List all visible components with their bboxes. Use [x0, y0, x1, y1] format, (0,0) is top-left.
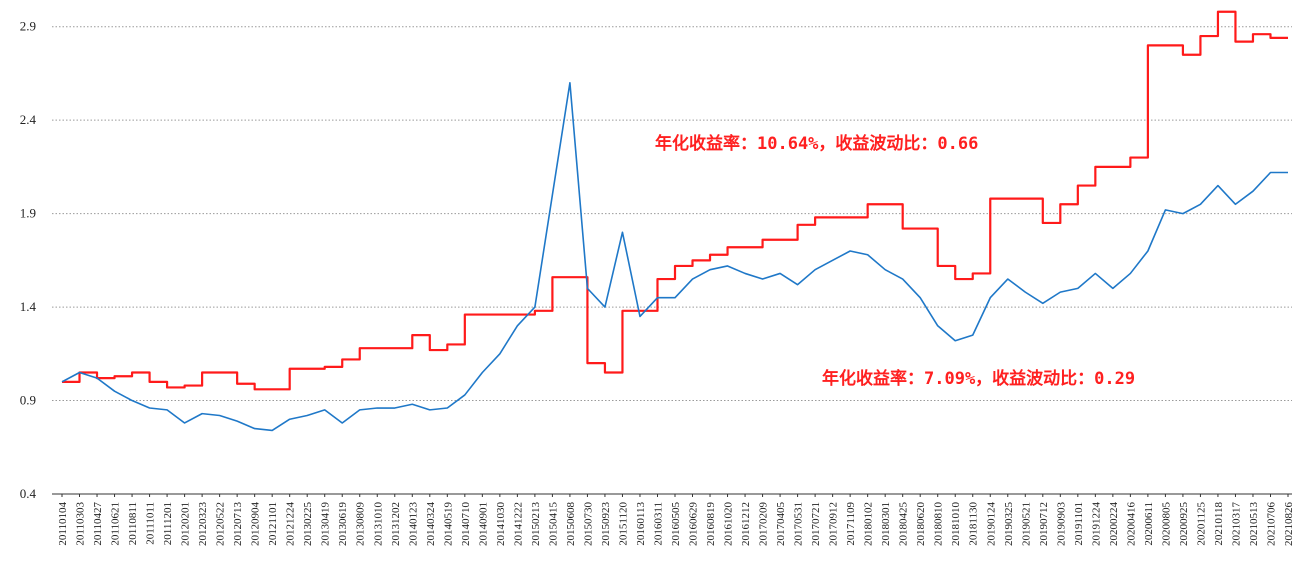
gridlines [52, 26, 1292, 402]
x-tick-label: 20121101 [267, 502, 279, 546]
x-tick-label: 20170209 [758, 502, 770, 547]
y-tick-label: 0.9 [20, 393, 36, 408]
x-tick-label: 20200224 [1108, 502, 1120, 547]
x-tick-label: 20111011 [145, 502, 157, 545]
annotation-red-series: 年化收益率：10.64%，收益波动比：0.66 [655, 133, 978, 154]
series-lines [61, 10, 1288, 432]
x-tick-label: 20150608 [565, 502, 577, 547]
x-tick-label: 20190712 [1038, 502, 1050, 546]
x-tick-label: 20180620 [915, 502, 927, 547]
y-tick-label: 0.4 [20, 486, 37, 501]
x-tick-label: 20160629 [688, 502, 700, 547]
x-tick-label: 20200611 [1143, 502, 1155, 546]
x-tick-label: 20190903 [1055, 502, 1067, 547]
x-tick-label: 20181010 [950, 502, 962, 547]
x-tick-label: 20121224 [285, 502, 297, 547]
x-tick-label: 20210513 [1248, 502, 1260, 547]
x-tick-label: 20110811 [127, 502, 139, 545]
x-tick-label: 20151120 [617, 502, 629, 546]
x-tick-label: 20180425 [898, 502, 910, 547]
series-line-blue [61, 81, 1288, 432]
x-tick-label: 20131010 [372, 502, 384, 547]
x-tick-label: 20210317 [1230, 502, 1242, 547]
x-tick-label: 20210706 [1265, 502, 1277, 547]
x-tick-label: 20200805 [1160, 502, 1172, 547]
x-tick-label: 20130809 [355, 502, 367, 547]
x-tick-label: 20201125 [1195, 502, 1207, 546]
y-tick-label: 1.4 [20, 299, 37, 314]
series-line-red [62, 10, 1288, 391]
x-tick-label: 20160113 [635, 502, 647, 546]
x-tick-label: 20111201 [162, 502, 174, 545]
y-tick-label: 2.4 [20, 112, 37, 127]
x-tick-label: 20181130 [968, 502, 980, 546]
x-tick-label: 20140324 [425, 502, 437, 547]
x-tick-label: 20131202 [390, 502, 402, 546]
x-tick-label: 20190124 [985, 502, 997, 547]
x-tick-label: 20191224 [1090, 502, 1102, 547]
x-tick-label: 20170721 [810, 502, 822, 546]
x-tick-label: 20120323 [197, 502, 209, 547]
x-tick-label: 20150730 [582, 502, 594, 547]
annotation-blue-series: 年化收益率：7.09%，收益波动比：0.29 [822, 368, 1135, 389]
x-tick-label: 20200416 [1125, 502, 1137, 547]
x-tick-label: 20130419 [320, 502, 332, 547]
x-tick-label: 20110303 [75, 502, 87, 546]
x-tick-label: 20140123 [407, 502, 419, 547]
x-axis: 20110104 20110303 20110427 20110621 20110811… [57, 494, 1295, 546]
y-axis: 0.4 0.9 1.4 1.9 2.4 2.9 [20, 19, 37, 501]
x-tick-label: 20160311 [652, 502, 664, 546]
x-tick-label: 20140710 [460, 502, 472, 547]
x-tick-label: 20190521 [1020, 502, 1032, 546]
x-tick-label: 20160505 [670, 502, 682, 547]
x-tick-label: 20190325 [1003, 502, 1015, 547]
x-tick-label: 20210118 [1213, 502, 1225, 546]
y-tick-label: 1.9 [20, 206, 36, 221]
x-tick-label: 20161020 [723, 502, 735, 547]
x-tick-label: 20140901 [477, 502, 489, 546]
x-tick-label: 20170912 [828, 502, 840, 546]
x-tick-label: 20120522 [215, 502, 227, 546]
x-tick-label: 20200925 [1178, 502, 1190, 547]
x-tick-label: 20171109 [845, 502, 857, 546]
x-tick-label: 20160819 [705, 502, 717, 547]
x-tick-label: 20150213 [530, 502, 542, 547]
x-tick-label: 20150415 [547, 502, 559, 547]
x-tick-label: 20210826 [1283, 502, 1295, 547]
y-tick-label: 2.9 [20, 19, 36, 34]
x-tick-label: 20110427 [92, 502, 104, 546]
x-tick-label: 20180102 [863, 502, 875, 546]
x-tick-label: 20191101 [1073, 502, 1085, 546]
x-tick-label: 20110104 [57, 502, 69, 546]
x-tick-label: 20120201 [180, 502, 192, 546]
x-tick-label: 20141222 [512, 502, 524, 546]
x-tick-label: 20180810 [933, 502, 945, 547]
x-tick-label: 20170531 [793, 502, 805, 546]
x-tick-label: 20141030 [495, 502, 507, 547]
x-tick-label: 20180301 [880, 502, 892, 546]
x-tick-label: 20130619 [337, 502, 349, 547]
x-tick-label: 20140519 [442, 502, 454, 547]
x-tick-label: 20170405 [775, 502, 787, 547]
x-tick-label: 20130225 [302, 502, 314, 547]
x-tick-label: 20150923 [600, 502, 612, 547]
x-tick-label: 20161212 [740, 502, 752, 546]
x-tick-label: 20110621 [110, 502, 122, 546]
x-tick-label: 20120713 [232, 502, 244, 547]
x-tick-label: 20120904 [250, 502, 262, 547]
